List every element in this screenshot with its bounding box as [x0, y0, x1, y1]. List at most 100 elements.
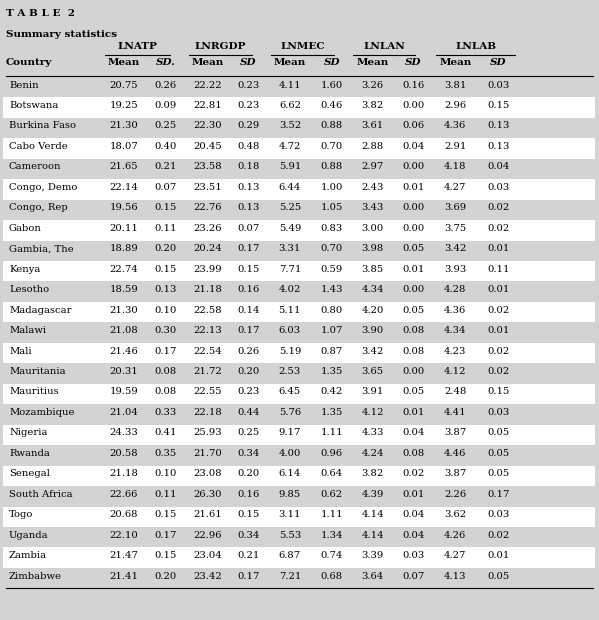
- Text: 22.54: 22.54: [193, 347, 222, 355]
- Text: 0.13: 0.13: [237, 183, 260, 192]
- Text: 3.87: 3.87: [444, 428, 467, 437]
- Text: 0.08: 0.08: [155, 388, 177, 396]
- Text: 0.02: 0.02: [487, 347, 510, 355]
- Text: 0.11: 0.11: [487, 265, 510, 273]
- Text: 0.05: 0.05: [402, 306, 425, 314]
- Text: 21.04: 21.04: [110, 408, 138, 417]
- Text: 0.74: 0.74: [320, 551, 343, 560]
- Text: LNLAB: LNLAB: [455, 42, 496, 51]
- Text: 0.00: 0.00: [402, 367, 425, 376]
- Bar: [3, 200, 595, 220]
- Text: Madagascar: Madagascar: [9, 306, 71, 314]
- Text: 0.10: 0.10: [155, 306, 177, 314]
- Text: Mean: Mean: [274, 58, 306, 68]
- Text: 1.35: 1.35: [320, 408, 343, 417]
- Text: 0.13: 0.13: [487, 142, 510, 151]
- Text: 0.62: 0.62: [321, 490, 343, 498]
- Text: 0.02: 0.02: [487, 224, 510, 232]
- Text: 4.26: 4.26: [444, 531, 467, 539]
- Text: Mean: Mean: [356, 58, 389, 68]
- Text: 18.89: 18.89: [110, 244, 138, 253]
- Bar: [3, 118, 595, 138]
- Text: 4.27: 4.27: [444, 551, 467, 560]
- Text: 6.44: 6.44: [279, 183, 301, 192]
- Text: 0.01: 0.01: [402, 490, 425, 498]
- Text: 20.24: 20.24: [193, 244, 222, 253]
- Text: 4.12: 4.12: [361, 408, 384, 417]
- Text: 0.05: 0.05: [487, 469, 510, 478]
- Bar: [3, 466, 595, 486]
- Text: 22.76: 22.76: [193, 203, 222, 212]
- Text: 4.00: 4.00: [279, 449, 301, 458]
- Text: 22.22: 22.22: [193, 81, 222, 89]
- Text: 20.31: 20.31: [110, 367, 138, 376]
- Text: 0.04: 0.04: [402, 531, 425, 539]
- Text: 22.10: 22.10: [110, 531, 138, 539]
- Text: Gambia, The: Gambia, The: [9, 244, 74, 253]
- Text: 20.58: 20.58: [110, 449, 138, 458]
- Text: 2.26: 2.26: [444, 490, 466, 498]
- Bar: [3, 241, 595, 261]
- Text: 0.01: 0.01: [402, 183, 425, 192]
- Text: Senegal: Senegal: [9, 469, 50, 478]
- Text: Cabo Verde: Cabo Verde: [9, 142, 68, 151]
- Text: 5.11: 5.11: [279, 306, 301, 314]
- Bar: [3, 159, 595, 179]
- Text: 0.04: 0.04: [402, 142, 425, 151]
- Text: Mauritania: Mauritania: [9, 367, 66, 376]
- Text: 0.00: 0.00: [402, 203, 425, 212]
- Text: 22.14: 22.14: [110, 183, 138, 192]
- Text: 1.34: 1.34: [320, 531, 343, 539]
- Text: 0.03: 0.03: [487, 81, 510, 89]
- Text: 0.48: 0.48: [237, 142, 260, 151]
- Text: 7.21: 7.21: [279, 572, 301, 580]
- Text: 0.30: 0.30: [155, 326, 177, 335]
- Text: 0.08: 0.08: [402, 347, 425, 355]
- Text: Nigeria: Nigeria: [9, 428, 47, 437]
- Bar: [3, 281, 595, 302]
- Text: 18.07: 18.07: [110, 142, 138, 151]
- Text: 0.15: 0.15: [155, 203, 177, 212]
- Text: 0.13: 0.13: [487, 122, 510, 130]
- Text: 3.39: 3.39: [361, 551, 384, 560]
- Text: 4.18: 4.18: [444, 162, 467, 171]
- Text: 9.85: 9.85: [279, 490, 301, 498]
- Text: 0.29: 0.29: [237, 122, 260, 130]
- Bar: [3, 343, 595, 363]
- Text: 24.33: 24.33: [110, 428, 138, 437]
- Bar: [3, 384, 595, 404]
- Text: 3.93: 3.93: [444, 265, 467, 273]
- Text: 0.17: 0.17: [237, 244, 260, 253]
- Text: 19.25: 19.25: [110, 101, 138, 110]
- Text: 0.41: 0.41: [155, 428, 177, 437]
- Text: Mean: Mean: [439, 58, 471, 68]
- Text: Lesotho: Lesotho: [9, 285, 49, 294]
- Text: 0.00: 0.00: [402, 224, 425, 232]
- Text: 0.00: 0.00: [402, 101, 425, 110]
- Text: 0.18: 0.18: [237, 162, 260, 171]
- Text: 4.27: 4.27: [444, 183, 467, 192]
- Text: 0.01: 0.01: [487, 244, 510, 253]
- Text: 0.02: 0.02: [487, 367, 510, 376]
- Text: LNLAN: LNLAN: [364, 42, 405, 51]
- Text: 0.09: 0.09: [155, 101, 177, 110]
- Text: 0.16: 0.16: [237, 285, 260, 294]
- Text: 1.11: 1.11: [320, 428, 343, 437]
- Text: 3.11: 3.11: [279, 510, 301, 519]
- Text: 23.08: 23.08: [193, 469, 222, 478]
- Text: 0.03: 0.03: [402, 551, 425, 560]
- Text: 3.52: 3.52: [279, 122, 301, 130]
- Text: 0.04: 0.04: [402, 510, 425, 519]
- Text: 9.17: 9.17: [279, 428, 301, 437]
- Text: 1.43: 1.43: [320, 285, 343, 294]
- Text: 0.08: 0.08: [402, 326, 425, 335]
- Text: 0.00: 0.00: [402, 162, 425, 171]
- Text: 4.23: 4.23: [444, 347, 467, 355]
- Bar: [3, 445, 595, 466]
- Text: 1.35: 1.35: [320, 367, 343, 376]
- Text: 20.45: 20.45: [193, 142, 222, 151]
- Text: 21.61: 21.61: [193, 510, 222, 519]
- Text: 0.01: 0.01: [487, 285, 510, 294]
- Text: 19.56: 19.56: [110, 203, 138, 212]
- Text: 0.10: 0.10: [155, 469, 177, 478]
